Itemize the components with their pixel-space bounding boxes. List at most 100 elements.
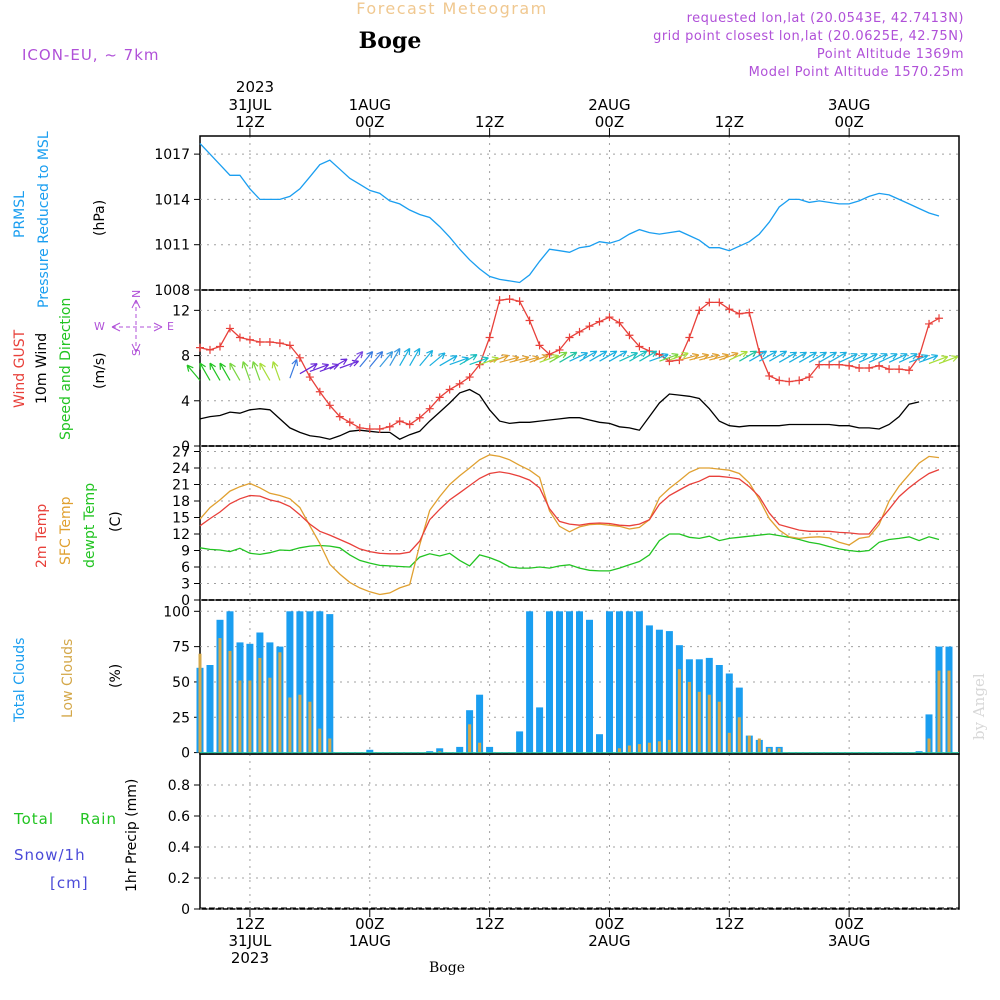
low-cloud-bar xyxy=(697,691,701,753)
wind-arrow xyxy=(818,351,838,363)
low-cloud-bar xyxy=(657,741,661,753)
low-cloud-bar xyxy=(218,638,222,753)
temp-unit: (C) xyxy=(108,511,124,532)
wind-arrow xyxy=(778,351,798,363)
wind-arrow xyxy=(808,351,828,363)
low-cloud-bar xyxy=(737,717,741,753)
top-hour-label: 00Z xyxy=(834,113,863,131)
panel-temp xyxy=(199,445,960,601)
wind-arrow xyxy=(329,358,348,370)
precip-unit: 1hr Precip (mm) xyxy=(124,779,140,892)
total-cloud-bar xyxy=(725,673,733,753)
wind-arrow xyxy=(409,347,421,367)
gust-marker xyxy=(555,345,564,354)
wind-arrow xyxy=(499,355,520,363)
wind-arrow xyxy=(489,354,509,363)
wind-arrow xyxy=(599,350,618,362)
precip-y-tick-label: 0 xyxy=(181,902,190,918)
wind-arrow xyxy=(251,361,261,381)
gust-marker xyxy=(685,333,694,342)
total-cloud-bar xyxy=(546,611,553,753)
compass-s: S xyxy=(130,349,143,356)
gust-marker xyxy=(715,298,724,307)
wind-arrow xyxy=(299,363,318,375)
low-cloud-bar xyxy=(438,751,442,753)
low-cloud-bar xyxy=(627,745,631,753)
wind-arrow xyxy=(798,351,818,363)
gust-marker xyxy=(495,296,504,305)
temp-y-tick-label: 18 xyxy=(172,494,190,510)
gust-marker xyxy=(225,324,234,333)
wind-arrow xyxy=(271,361,281,381)
wind-arrow xyxy=(609,350,628,362)
wind-arrow xyxy=(529,354,549,363)
clouds-y-tick-label: 25 xyxy=(172,710,190,726)
total-cloud-bar xyxy=(566,611,573,753)
gust-marker xyxy=(725,305,734,314)
temp-y-tick-label: 0 xyxy=(181,593,190,609)
temp-y-tick-label: 21 xyxy=(172,478,190,494)
precip-y-tick-label: 0.6 xyxy=(168,809,190,825)
bottom-time-label: 2023 xyxy=(231,949,269,967)
low-cloud-bar xyxy=(777,748,781,753)
cloud-legend: Total Clouds Low Clouds (%) xyxy=(12,638,124,723)
wind-y-tick-label: 8 xyxy=(181,349,190,365)
gust-marker xyxy=(345,418,354,427)
panel-precip xyxy=(199,753,960,910)
gust-marker xyxy=(635,342,644,351)
gust-marker xyxy=(435,393,444,402)
wind-arrow xyxy=(209,362,221,381)
cloud-bars xyxy=(196,611,953,753)
pressure-unit: (hPa) xyxy=(92,200,108,236)
total-cloud-bar xyxy=(326,614,334,753)
top-date-label: 3AUG xyxy=(828,96,870,114)
compass-e: E xyxy=(167,320,174,333)
low-cloud-bar xyxy=(328,738,332,753)
gust-marker xyxy=(415,413,424,422)
wind-arrow xyxy=(938,355,959,365)
gust-marker xyxy=(535,341,544,350)
wind-arrow xyxy=(918,354,939,363)
gust-marker xyxy=(455,379,464,388)
low-cloud-bar xyxy=(617,748,621,753)
wind-arrow xyxy=(219,362,231,381)
total-cloud-bar xyxy=(476,694,484,753)
total-cloud-bar xyxy=(925,714,933,753)
total-cloud-bar xyxy=(556,611,563,753)
wind-arrow xyxy=(858,353,878,363)
gust-marker xyxy=(705,298,714,307)
gust-marker xyxy=(255,338,264,346)
wind-arrow xyxy=(848,353,868,363)
wind-unit: (m/s) xyxy=(92,352,108,389)
gust-marker xyxy=(775,376,784,385)
wind-arrow xyxy=(199,362,211,381)
temp-sfc-label: SFC Temp xyxy=(58,496,74,565)
precip-snow-label: Snow/1h xyxy=(14,846,86,864)
gust-marker xyxy=(365,425,374,434)
total-cloud-bar xyxy=(426,751,434,753)
bottom-time-label: 1AUG xyxy=(349,932,391,950)
wind-arrow xyxy=(898,353,918,363)
wind-arrows xyxy=(186,347,959,381)
panels: 1008101110141017048120369121518212427025… xyxy=(154,135,960,918)
temp-y-tick-label: 12 xyxy=(172,527,190,543)
wind-arrow xyxy=(669,351,689,361)
total-cloud-bar xyxy=(616,611,623,753)
gust-marker xyxy=(805,373,814,382)
point-altitude: Point Altitude 1369m xyxy=(817,47,964,62)
wind-arrow xyxy=(579,350,598,362)
top-hour-label: 12Z xyxy=(235,113,264,131)
top-hour-label: 00Z xyxy=(355,113,384,131)
bottom-time-label: 12Z xyxy=(235,915,264,933)
wind-arrow xyxy=(359,350,374,368)
gust-marker xyxy=(575,327,584,336)
gust-marker xyxy=(445,385,454,394)
top-hour-label: 00Z xyxy=(595,113,624,131)
total-cloud-bar xyxy=(665,631,673,753)
total-cloud-bar xyxy=(206,665,214,753)
wind-arrow xyxy=(629,350,648,362)
